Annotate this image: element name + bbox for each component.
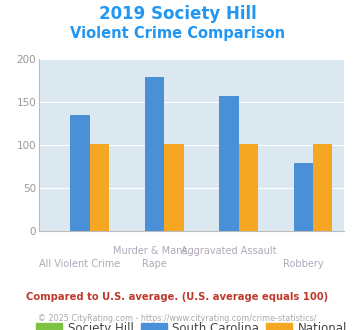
Bar — [239, 144, 258, 231]
Text: © 2025 CityRating.com - https://www.cityrating.com/crime-statistics/: © 2025 CityRating.com - https://www.city… — [38, 314, 317, 323]
Text: All Violent Crime: All Violent Crime — [39, 259, 121, 269]
Text: Compared to U.S. average. (U.S. average equals 100): Compared to U.S. average. (U.S. average … — [26, 292, 329, 302]
Bar — [90, 144, 109, 231]
Bar — [294, 163, 313, 231]
Text: Rape: Rape — [142, 259, 167, 269]
Bar — [313, 144, 332, 231]
Text: Violent Crime Comparison: Violent Crime Comparison — [70, 26, 285, 41]
Text: 2019 Society Hill: 2019 Society Hill — [99, 5, 256, 23]
Bar — [164, 144, 184, 231]
Bar — [145, 77, 164, 231]
Text: Robbery: Robbery — [283, 259, 324, 269]
Text: Aggravated Assault: Aggravated Assault — [181, 246, 277, 256]
Text: Murder & Mans...: Murder & Mans... — [113, 246, 196, 256]
Bar — [70, 115, 90, 231]
Bar — [219, 96, 239, 231]
Legend: Society Hill, South Carolina, National: Society Hill, South Carolina, National — [31, 317, 353, 330]
